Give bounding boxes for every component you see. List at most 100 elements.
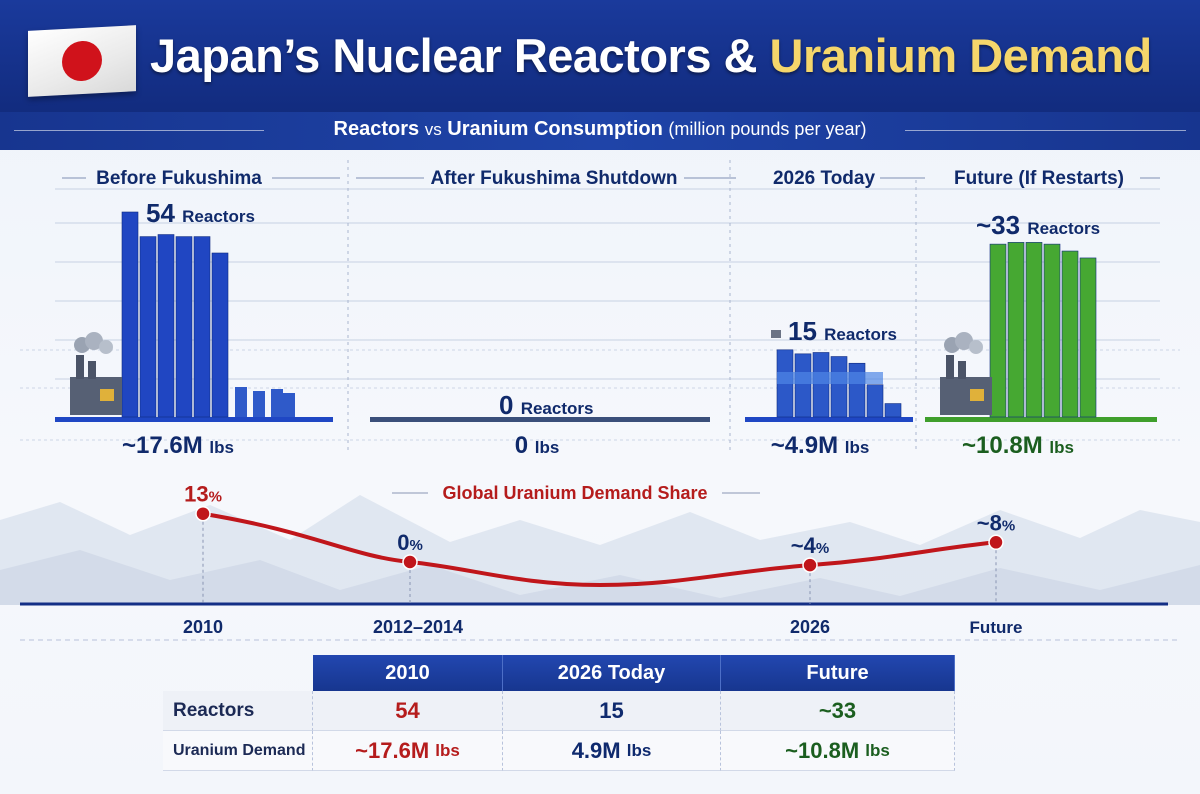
- data-label: ~8%: [977, 510, 1015, 535]
- base-platform: [745, 417, 913, 422]
- demand-share-line: [201, 511, 998, 588]
- x-tick-label: 2010: [183, 617, 223, 637]
- table-header-2010: 2010: [313, 655, 503, 691]
- table-header-2026: 2026 Today: [503, 655, 721, 691]
- reactor-count-num: ~33: [976, 210, 1027, 240]
- data-label-num: 13: [184, 482, 208, 507]
- reactor-bar-2026: [848, 362, 866, 418]
- chart-area: Before Fukushima After Fukushima Shutdown…: [0, 160, 1200, 641]
- table-header-row: 2010 2026 Today Future: [163, 655, 955, 691]
- cell-num: ~33: [818, 697, 857, 723]
- row-label-reactors: Reactors: [163, 691, 313, 731]
- data-label-unit: %: [209, 489, 222, 506]
- cell-uranium-2010: ~17.6M lbs: [313, 731, 503, 771]
- factory-chimney: [958, 361, 966, 379]
- cell-num: ~17.6M: [355, 737, 430, 763]
- x-tick-label: 2012–2014: [373, 617, 463, 637]
- cell-num: 54: [395, 697, 420, 723]
- data-point: [802, 557, 818, 573]
- smoke-icon: [85, 332, 103, 350]
- cell-num: 15: [599, 697, 624, 723]
- cell-uranium-2026: 4.9M lbs: [503, 731, 721, 771]
- chart-subtitle: Reactors vs Uranium Consumption (million…: [0, 118, 1200, 141]
- uranium-label: ~10.8M lbs: [962, 432, 1074, 459]
- uranium-value: ~17.6M: [122, 432, 209, 459]
- reactor-bar-2010: [121, 211, 139, 418]
- reactor-count-label: 15 Reactors: [788, 316, 897, 346]
- uranium-value: ~10.8M: [962, 432, 1049, 459]
- reactor-count-label: 0 Reactors: [499, 390, 593, 420]
- data-label: ~4%: [791, 533, 829, 558]
- base-platform: [55, 417, 333, 422]
- panel-header-label: 2026 Today: [773, 168, 876, 189]
- reactor-bar-2010: [175, 236, 193, 418]
- demand-share-line-chart: Global Uranium Demand Share 13% 2010 0% 2012…: [20, 482, 1168, 637]
- panel-header-label: Before Fukushima: [96, 168, 262, 189]
- reactor-bar-future: [1007, 242, 1025, 418]
- reactor-bar-2010: [211, 252, 229, 418]
- factory-body: [70, 377, 122, 415]
- cell-reactors-2010: 54: [313, 691, 503, 731]
- panel-headers: Before Fukushima After Fukushima Shutdown…: [62, 168, 1160, 189]
- cell-num: 4.9M: [571, 737, 621, 763]
- data-label-num: ~8: [977, 510, 1002, 535]
- data-label-num: 0: [397, 530, 409, 555]
- cell-reactors-future: ~33: [721, 691, 955, 731]
- table-header-future: Future: [721, 655, 955, 691]
- reactor-count-unit: Reactors: [182, 207, 255, 226]
- reactor-bar-future: [989, 243, 1007, 418]
- reactor-bar-2010: [157, 234, 175, 418]
- subtitle-uranium: Uranium Consumption: [447, 118, 663, 140]
- header-banner: Japan’s Nuclear Reactors & Uranium Deman…: [0, 0, 1200, 150]
- panel-header-label: After Fukushima Shutdown: [431, 168, 678, 189]
- building-bar: [271, 389, 283, 417]
- uranium-label: ~17.6M lbs: [122, 432, 234, 459]
- cell-unit: lbs: [865, 740, 890, 760]
- base-platform: [925, 417, 1157, 422]
- building-bar: [235, 387, 247, 417]
- factory-window: [100, 389, 114, 401]
- reactor-bar-2026: [830, 356, 848, 418]
- cell-unit: lbs: [435, 740, 460, 760]
- reactor-bar-future: [1079, 257, 1097, 418]
- cell-unit: lbs: [626, 740, 652, 760]
- mountain-background: [0, 495, 1200, 605]
- table-header-blank: [163, 655, 313, 691]
- smoke-icon: [969, 340, 983, 354]
- table-row: Reactors 54 15 ~33: [163, 691, 955, 731]
- smoke-icon: [771, 330, 781, 338]
- factory-window: [970, 389, 984, 401]
- uranium-value: 0: [515, 432, 535, 459]
- data-label: 13%: [184, 482, 222, 507]
- factory-icon-future: [940, 332, 992, 415]
- data-point: [402, 554, 418, 570]
- reactor-count-num: 15: [788, 316, 824, 346]
- subtitle-divider-right: [905, 130, 1186, 131]
- subtitle-divider-left: [14, 130, 264, 131]
- cell-uranium-future: ~10.8M lbs: [721, 731, 955, 771]
- mountain-range-front: [0, 550, 1200, 605]
- factory-chimney: [946, 355, 954, 379]
- base-platform: [370, 417, 710, 422]
- reactor-bar-2010: [139, 236, 157, 418]
- japan-flag-icon: [28, 25, 136, 97]
- reactor-bar-future: [1043, 243, 1061, 418]
- x-tick-label: 2026: [790, 617, 830, 637]
- data-label-num: ~4: [791, 533, 817, 558]
- factory-chimney: [76, 355, 84, 379]
- bar-highlight: [777, 372, 883, 384]
- uranium-unit: lbs: [535, 438, 560, 457]
- building-bar: [283, 393, 295, 417]
- factory-body: [940, 377, 992, 415]
- x-tick-label: Future: [970, 618, 1023, 637]
- subtitle-band: [0, 112, 1200, 150]
- reactor-bar-future: [1061, 250, 1079, 418]
- data-point: [195, 505, 211, 522]
- data-point: [988, 534, 1004, 551]
- factories: [70, 330, 992, 415]
- subtitle-unit: (million pounds per year): [668, 119, 867, 139]
- line-chart-title: Global Uranium Demand Share: [442, 483, 707, 503]
- panel-header-label: Future (If Restarts): [954, 168, 1124, 189]
- reactor-bar-2026: [812, 352, 830, 418]
